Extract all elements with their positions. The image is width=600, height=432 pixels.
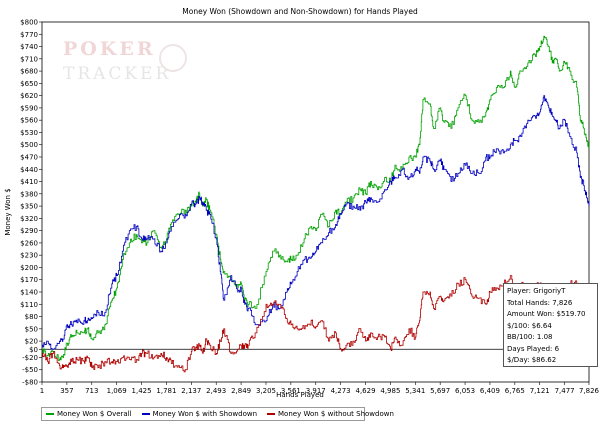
y-tick-label: $680 [20, 68, 38, 76]
y-tick-label: $0 [29, 346, 38, 354]
chart-legend: Money Won $ Overall Money Won $ with Sho… [41, 407, 394, 421]
y-tick-label: $470 [20, 154, 38, 162]
y-tick-label: $770 [20, 31, 38, 39]
x-tick-label: 2,849 [231, 387, 251, 395]
y-tick-label: $710 [20, 55, 38, 63]
x-tick-label: 7,121 [530, 387, 550, 395]
x-tick-label: 1 [40, 387, 44, 395]
y-tick-label: $620 [20, 92, 38, 100]
x-tick-label: 3,205 [256, 387, 276, 395]
y-tick-label: $170 [20, 276, 38, 284]
x-axis-label: Hands Played [276, 391, 324, 399]
y-tick-label: $320 [20, 215, 38, 223]
y-axis: -$80 -$50 -$20$0$20 $50 $80 $110 $140 $170 $200 $… [20, 19, 42, 387]
legend-item-showdown: Money Won $ with Showdown [141, 410, 258, 418]
y-tick-label: $140 [20, 289, 38, 297]
x-tick-label: 1,425 [132, 387, 152, 395]
y-tick-label: -$50 [22, 366, 38, 374]
info-amount-won: Amount Won: $519.70 [507, 310, 586, 318]
legend-swatch-showdown [141, 413, 150, 415]
x-tick-label: 3,561 [281, 387, 301, 395]
y-tick-label: -$80 [22, 379, 38, 387]
y-tick-label: $440 [20, 166, 38, 174]
logo-line2: TRACKER [63, 64, 171, 84]
info-days-played: Days Played: 6 [507, 344, 560, 353]
y-tick-label: $290 [20, 227, 38, 235]
y-tick-label: $560 [20, 117, 38, 125]
x-tick-label: 5,697 [430, 387, 450, 395]
y-tick-label: $230 [20, 252, 38, 260]
y-tick-label: $20 [25, 338, 38, 346]
x-tick-label: 3,917 [306, 387, 326, 395]
chart-title: Money Won (Showdown and Non-Showdown) fo… [182, 7, 418, 16]
x-tick-label: 1,069 [107, 387, 127, 395]
y-tick-label: $530 [20, 129, 38, 137]
x-tick-label: 4,273 [331, 387, 351, 395]
x-tick-label: 1,781 [156, 387, 176, 395]
x-tick-label: 7,477 [555, 387, 575, 395]
series-line-overall [42, 35, 590, 361]
x-tick-label: 5,341 [405, 387, 425, 395]
info-bb-per-100: BB/100: 1.08 [507, 333, 553, 341]
x-tick-label: 4,629 [355, 387, 375, 395]
x-tick-label: 713 [85, 387, 98, 395]
y-tick-label: $590 [20, 104, 38, 112]
legend-item-overall: Money Won $ Overall [46, 410, 132, 418]
legend-label-showdown: Money Won $ with Showdown [152, 410, 258, 418]
y-tick-label: $800 [20, 19, 38, 27]
pokertracker-logo: POKER TRACKER [63, 38, 187, 84]
x-tick-label: 6,765 [505, 387, 525, 395]
y-axis-label: Money Won $ [4, 188, 12, 235]
logo-ring [159, 44, 187, 72]
y-tick-label: $110 [20, 301, 38, 309]
legend-item-nonshowdown: Money Won $ without Showdown [267, 410, 394, 418]
legend-label-nonshowdown: Money Won $ without Showdown [278, 410, 394, 418]
x-tick-label: 6,053 [455, 387, 475, 395]
y-tick-label: $260 [20, 239, 38, 247]
x-tick-label: 2,137 [181, 387, 201, 395]
info-total-hands: Total Hands: 7,826 [507, 298, 573, 307]
y-tick-label: $740 [20, 43, 38, 51]
y-tick-label: $410 [20, 178, 38, 186]
legend-swatch-nonshowdown [267, 413, 276, 415]
y-tick-label: $350 [20, 203, 38, 211]
x-tick-label: 6,409 [480, 387, 500, 395]
series-line-showdown [42, 95, 590, 350]
info-player: Player: GrigoriyT [507, 287, 566, 295]
x-tick-label: 2,493 [206, 387, 226, 395]
y-tick-label: -$20 [22, 354, 38, 362]
info-per-100: $/100: $6.64 [507, 321, 552, 330]
info-per-day: $/Day: $86.62 [507, 356, 557, 364]
x-axis: 1 357 713 1,069 1,425 1,781 2,137 2,493 2,849 3,2… [40, 382, 600, 395]
y-tick-label: $380 [20, 190, 38, 198]
legend-swatch-overall [46, 413, 54, 415]
y-tick-label: $200 [20, 264, 38, 272]
legend-label-overall: Money Won $ Overall [57, 410, 132, 418]
y-tick-label: $50 [25, 325, 38, 333]
x-tick-label: 7,826 [579, 387, 600, 395]
x-tick-label: 357 [60, 387, 73, 395]
y-tick-label: $80 [25, 313, 38, 321]
x-tick-label: 4,985 [380, 387, 400, 395]
logo-line1: POKER [63, 38, 156, 60]
y-tick-label: $650 [20, 80, 38, 88]
stats-info-box: Player: GrigoriyT Total Hands: 7,826 Amo… [503, 283, 598, 367]
y-tick-label: $500 [20, 141, 38, 149]
